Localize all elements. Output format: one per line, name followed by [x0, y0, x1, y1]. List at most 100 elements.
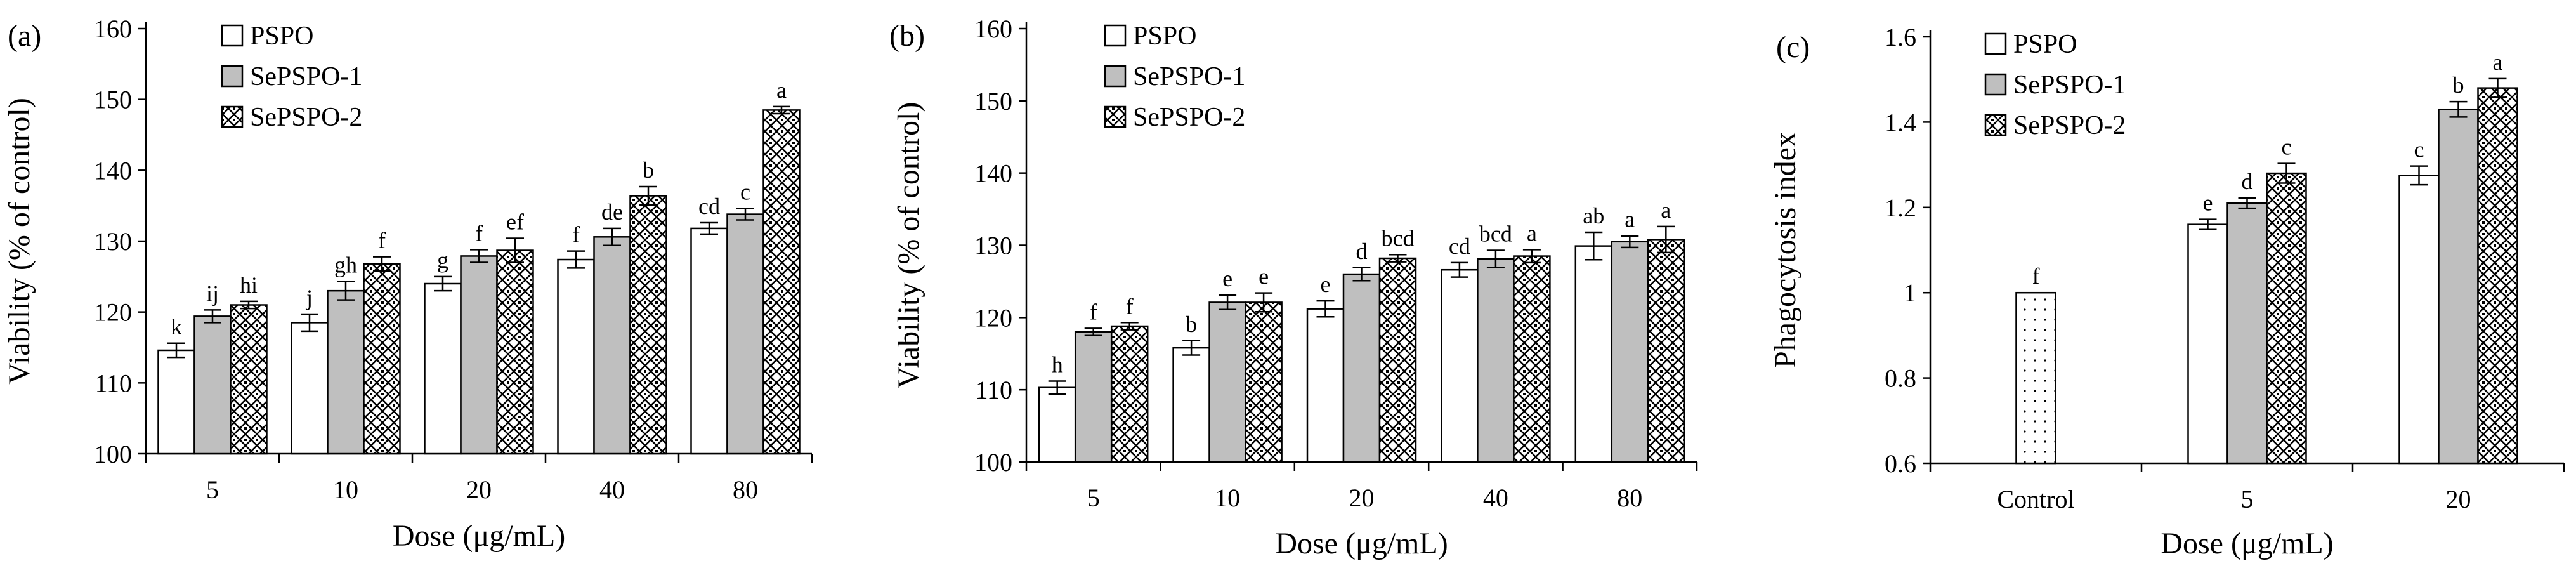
y-tick-label: 0.8 — [1885, 364, 1916, 393]
bar-sepspo-2 — [230, 304, 268, 455]
bar-pspo — [157, 349, 195, 455]
x-tick-label: 20 — [466, 475, 492, 504]
x-tick-label: Control — [1997, 485, 2074, 513]
bar-sepspo-2 — [2477, 87, 2518, 465]
bar-sepspo-1 — [593, 236, 631, 455]
x-axis-title: Dose (μg/mL) — [393, 519, 565, 553]
significance-label: e — [1321, 272, 1331, 297]
x-tick-label: 5 — [206, 475, 219, 504]
significance-label: a — [776, 77, 787, 103]
bar-sepspo-2 — [1110, 325, 1149, 463]
x-axis-title: Dose (μg/mL) — [1275, 527, 1448, 560]
significance-label: g — [437, 248, 448, 273]
significance-label: h — [1052, 352, 1063, 378]
significance-label: a — [1625, 207, 1635, 232]
bar-sepspo-1 — [2438, 108, 2479, 465]
bar-pspo — [2398, 175, 2440, 465]
bar-sepspo-2 — [2266, 172, 2307, 465]
bar-pspo — [291, 322, 329, 455]
significance-label: a — [1527, 220, 1537, 246]
y-tick-label: 1.4 — [1885, 108, 1916, 136]
y-tick-label: 150 — [974, 87, 1012, 116]
x-tick-label: 5 — [1087, 484, 1100, 512]
bar-pspo — [1574, 245, 1613, 463]
significance-label: d — [1356, 239, 1368, 264]
y-tick-label: 110 — [95, 369, 132, 397]
bar-pspo — [2187, 223, 2228, 465]
significance-label: bcd — [1382, 225, 1415, 251]
chart-panel-c: 0.6 0.8 1 1.2 1.4 1.6 Control 5 20 f e d c c b a PSPO SeP… — [1769, 23, 2565, 560]
x-tick-label: 20 — [2446, 485, 2471, 513]
bar-pspo — [1038, 386, 1076, 463]
significance-label: d — [2242, 169, 2253, 194]
significance-label: f — [1126, 293, 1134, 319]
y-tick-label: 120 — [974, 303, 1012, 332]
y-axis-title: Phagocytosis index — [1769, 132, 1802, 368]
legend-swatch-sepspo-1 — [221, 65, 244, 88]
panel-label: (b) — [889, 19, 925, 53]
legend-label: SePSPO-2 — [1133, 103, 1245, 132]
y-axis-title: Viability (% of control) — [892, 102, 925, 389]
legend-swatch-pspo — [221, 24, 244, 47]
legend-label: PSPO — [250, 22, 313, 51]
x-axis-title: Dose (μg/mL) — [2161, 527, 2333, 560]
bar-pspo — [557, 258, 595, 455]
legend-swatch-sepspo-1 — [1984, 73, 2007, 96]
significance-label: e — [1222, 266, 1232, 291]
significance-label: f — [572, 222, 580, 248]
significance-label: cd — [1449, 234, 1470, 259]
significance-label: c — [2414, 137, 2424, 162]
significance-label: j — [305, 285, 313, 310]
x-tick-label: 40 — [599, 475, 625, 504]
y-tick-label: 0.6 — [1885, 449, 1916, 478]
bar-sepspo-2 — [1245, 301, 1283, 463]
bar-sepspo-2 — [1513, 255, 1551, 463]
bar-sepspo-2 — [1378, 257, 1417, 463]
bar-sepspo-2 — [363, 263, 401, 455]
significance-label: gh — [334, 253, 357, 278]
x-tick-label: 5 — [2241, 485, 2254, 513]
x-tick-label: 80 — [733, 475, 758, 504]
bar-pspo — [1172, 347, 1210, 463]
significance-label: de — [601, 199, 623, 225]
bar-pspo — [424, 282, 462, 455]
y-tick-label: 140 — [94, 156, 132, 185]
panel-label: (c) — [1776, 30, 1810, 64]
bar-sepspo-1 — [1208, 301, 1246, 463]
bar-control — [2015, 291, 2056, 465]
significance-label: f — [378, 228, 386, 253]
bar-sepspo-1 — [1611, 241, 1649, 463]
legend-label: SePSPO-2 — [250, 103, 362, 132]
significance-label: hi — [240, 272, 258, 298]
y-tick-label: 160 — [974, 15, 1012, 43]
y-tick-label: 100 — [94, 440, 132, 468]
legend-label: SePSPO-1 — [2013, 70, 2126, 100]
significance-label: c — [2282, 135, 2292, 160]
significance-label: f — [1090, 299, 1097, 324]
significance-label: b — [2453, 72, 2464, 98]
bar-sepspo-1 — [726, 213, 764, 455]
y-axis-title: Viability (% of control) — [3, 98, 36, 385]
x-tick-label: 20 — [1349, 484, 1375, 512]
significance-label: f — [2032, 263, 2040, 289]
legend-label: PSPO — [2013, 30, 2077, 59]
legend-label: SePSPO-1 — [250, 62, 362, 91]
significance-label: ab — [1583, 203, 1604, 228]
bar-sepspo-2 — [762, 109, 801, 455]
x-tick-label: 10 — [1215, 484, 1240, 512]
significance-label: ef — [506, 209, 524, 235]
bar-sepspo-1 — [2226, 202, 2268, 465]
bar-sepspo-2 — [629, 195, 667, 455]
bar-sepspo-1 — [1074, 331, 1113, 463]
legend-swatch-pspo — [1104, 24, 1127, 47]
bar-pspo — [690, 227, 728, 455]
significance-label: b — [643, 157, 654, 183]
significance-label: e — [1259, 264, 1269, 289]
bar-sepspo-2 — [496, 249, 534, 455]
legend-swatch-sepspo-1 — [1104, 65, 1127, 88]
legend-swatch-sepspo-2 — [221, 105, 244, 128]
legend-swatch-sepspo-2 — [1104, 105, 1127, 128]
y-tick-label: 150 — [94, 86, 132, 114]
bar-pspo — [1306, 308, 1345, 463]
